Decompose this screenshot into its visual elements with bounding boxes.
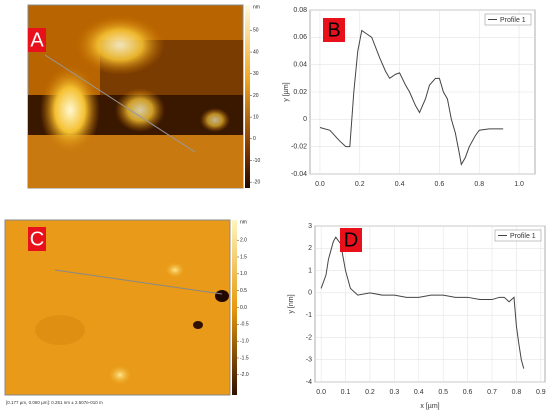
colorbar-unit: nm xyxy=(240,219,247,225)
colorbar-tick-label: 50 xyxy=(253,28,259,34)
x-tick-label: 0.8 xyxy=(474,181,484,188)
y-tick-label: 0.04 xyxy=(293,62,307,69)
y-tick-label: -2 xyxy=(306,334,312,341)
panel-label: B xyxy=(327,19,340,41)
x-tick-label: 0.0 xyxy=(316,389,326,396)
colorbar-tick-label: 0.0 xyxy=(240,305,247,311)
colorbar-tick-label: 2.0 xyxy=(240,238,247,244)
y-tick-label: 0 xyxy=(303,116,307,123)
x-tick-label: 0.8 xyxy=(512,389,522,396)
colorbar-tick-label: 0.5 xyxy=(240,288,247,294)
colorbar-unit: nm xyxy=(253,4,260,10)
y-axis-label: y [µm] xyxy=(283,82,290,101)
y-tick-label: -0.04 xyxy=(291,171,307,178)
colorbar-tick-label: 20 xyxy=(253,93,259,99)
x-tick-label: 0.2 xyxy=(355,181,365,188)
y-tick-label: -3 xyxy=(306,357,312,364)
x-tick-label: 0.7 xyxy=(487,389,497,396)
y-tick-label: 3 xyxy=(308,223,312,230)
panel-label: A xyxy=(30,29,44,51)
x-tick-label: 0.6 xyxy=(463,389,473,396)
y-tick-label: 0.02 xyxy=(293,89,307,96)
colorbar-tick-label: 40 xyxy=(253,49,259,55)
y-tick-label: -4 xyxy=(306,379,312,386)
x-tick-label: 0.1 xyxy=(341,389,351,396)
x-axis-label: x [µm] xyxy=(420,403,439,410)
x-tick-label: 0.4 xyxy=(395,181,405,188)
y-tick-label: 0.08 xyxy=(293,7,307,14)
colorbar xyxy=(245,5,250,188)
colorbar-tick-label: -20 xyxy=(253,179,260,185)
colorbar-tick-label: 1.0 xyxy=(240,271,247,277)
data-line xyxy=(319,29,504,166)
colorbar-tick-label: 1.5 xyxy=(240,254,247,260)
image-caption: [0.177 µm, 0.060 µm]: 0.251 nm ± 2.507e-… xyxy=(6,400,103,405)
x-tick-label: 0.2 xyxy=(365,389,375,396)
y-tick-label: 2 xyxy=(308,245,312,252)
y-axis-label: y [nm] xyxy=(288,294,295,313)
data-line xyxy=(320,236,525,369)
legend-label: Profile 1 xyxy=(500,17,526,24)
colorbar-tick-label: -2.0 xyxy=(240,372,249,378)
panel-label-box xyxy=(323,18,345,42)
colorbar-tick-label: 30 xyxy=(253,71,259,77)
panel-label: C xyxy=(30,228,44,250)
colorbar-tick-label: -0.5 xyxy=(240,322,249,328)
x-tick-label: 0.9 xyxy=(536,389,546,396)
panel-label-box xyxy=(28,28,46,52)
legend-label: Profile 1 xyxy=(510,233,536,240)
y-tick-label: 1 xyxy=(308,267,312,274)
colorbar-tick-label: -1.0 xyxy=(240,338,249,344)
x-tick-label: 0.3 xyxy=(389,389,399,396)
panel-label-box xyxy=(340,228,362,252)
x-tick-label: 0.0 xyxy=(315,181,325,188)
colorbar-tick-label: 0 xyxy=(253,136,256,142)
afm-image-a xyxy=(27,4,250,189)
x-tick-label: 0.5 xyxy=(438,389,448,396)
colorbar xyxy=(232,220,237,395)
panel-label: D xyxy=(344,229,358,251)
colorbar-tick-label: -10 xyxy=(253,158,260,164)
y-tick-label: 0 xyxy=(308,290,312,297)
legend-box xyxy=(494,229,542,242)
panel-label-box xyxy=(28,227,46,251)
y-tick-label: -0.02 xyxy=(291,144,307,151)
x-tick-label: 1.0 xyxy=(514,181,524,188)
x-tick-label: 0.4 xyxy=(414,389,424,396)
colorbar-tick-label: 10 xyxy=(253,114,259,120)
colorbar-tick-label: -1.5 xyxy=(240,355,249,361)
legend-box xyxy=(484,13,532,26)
x-tick-label: 0.6 xyxy=(435,181,445,188)
y-tick-label: 0.06 xyxy=(293,34,307,41)
y-tick-label: -1 xyxy=(306,312,312,319)
